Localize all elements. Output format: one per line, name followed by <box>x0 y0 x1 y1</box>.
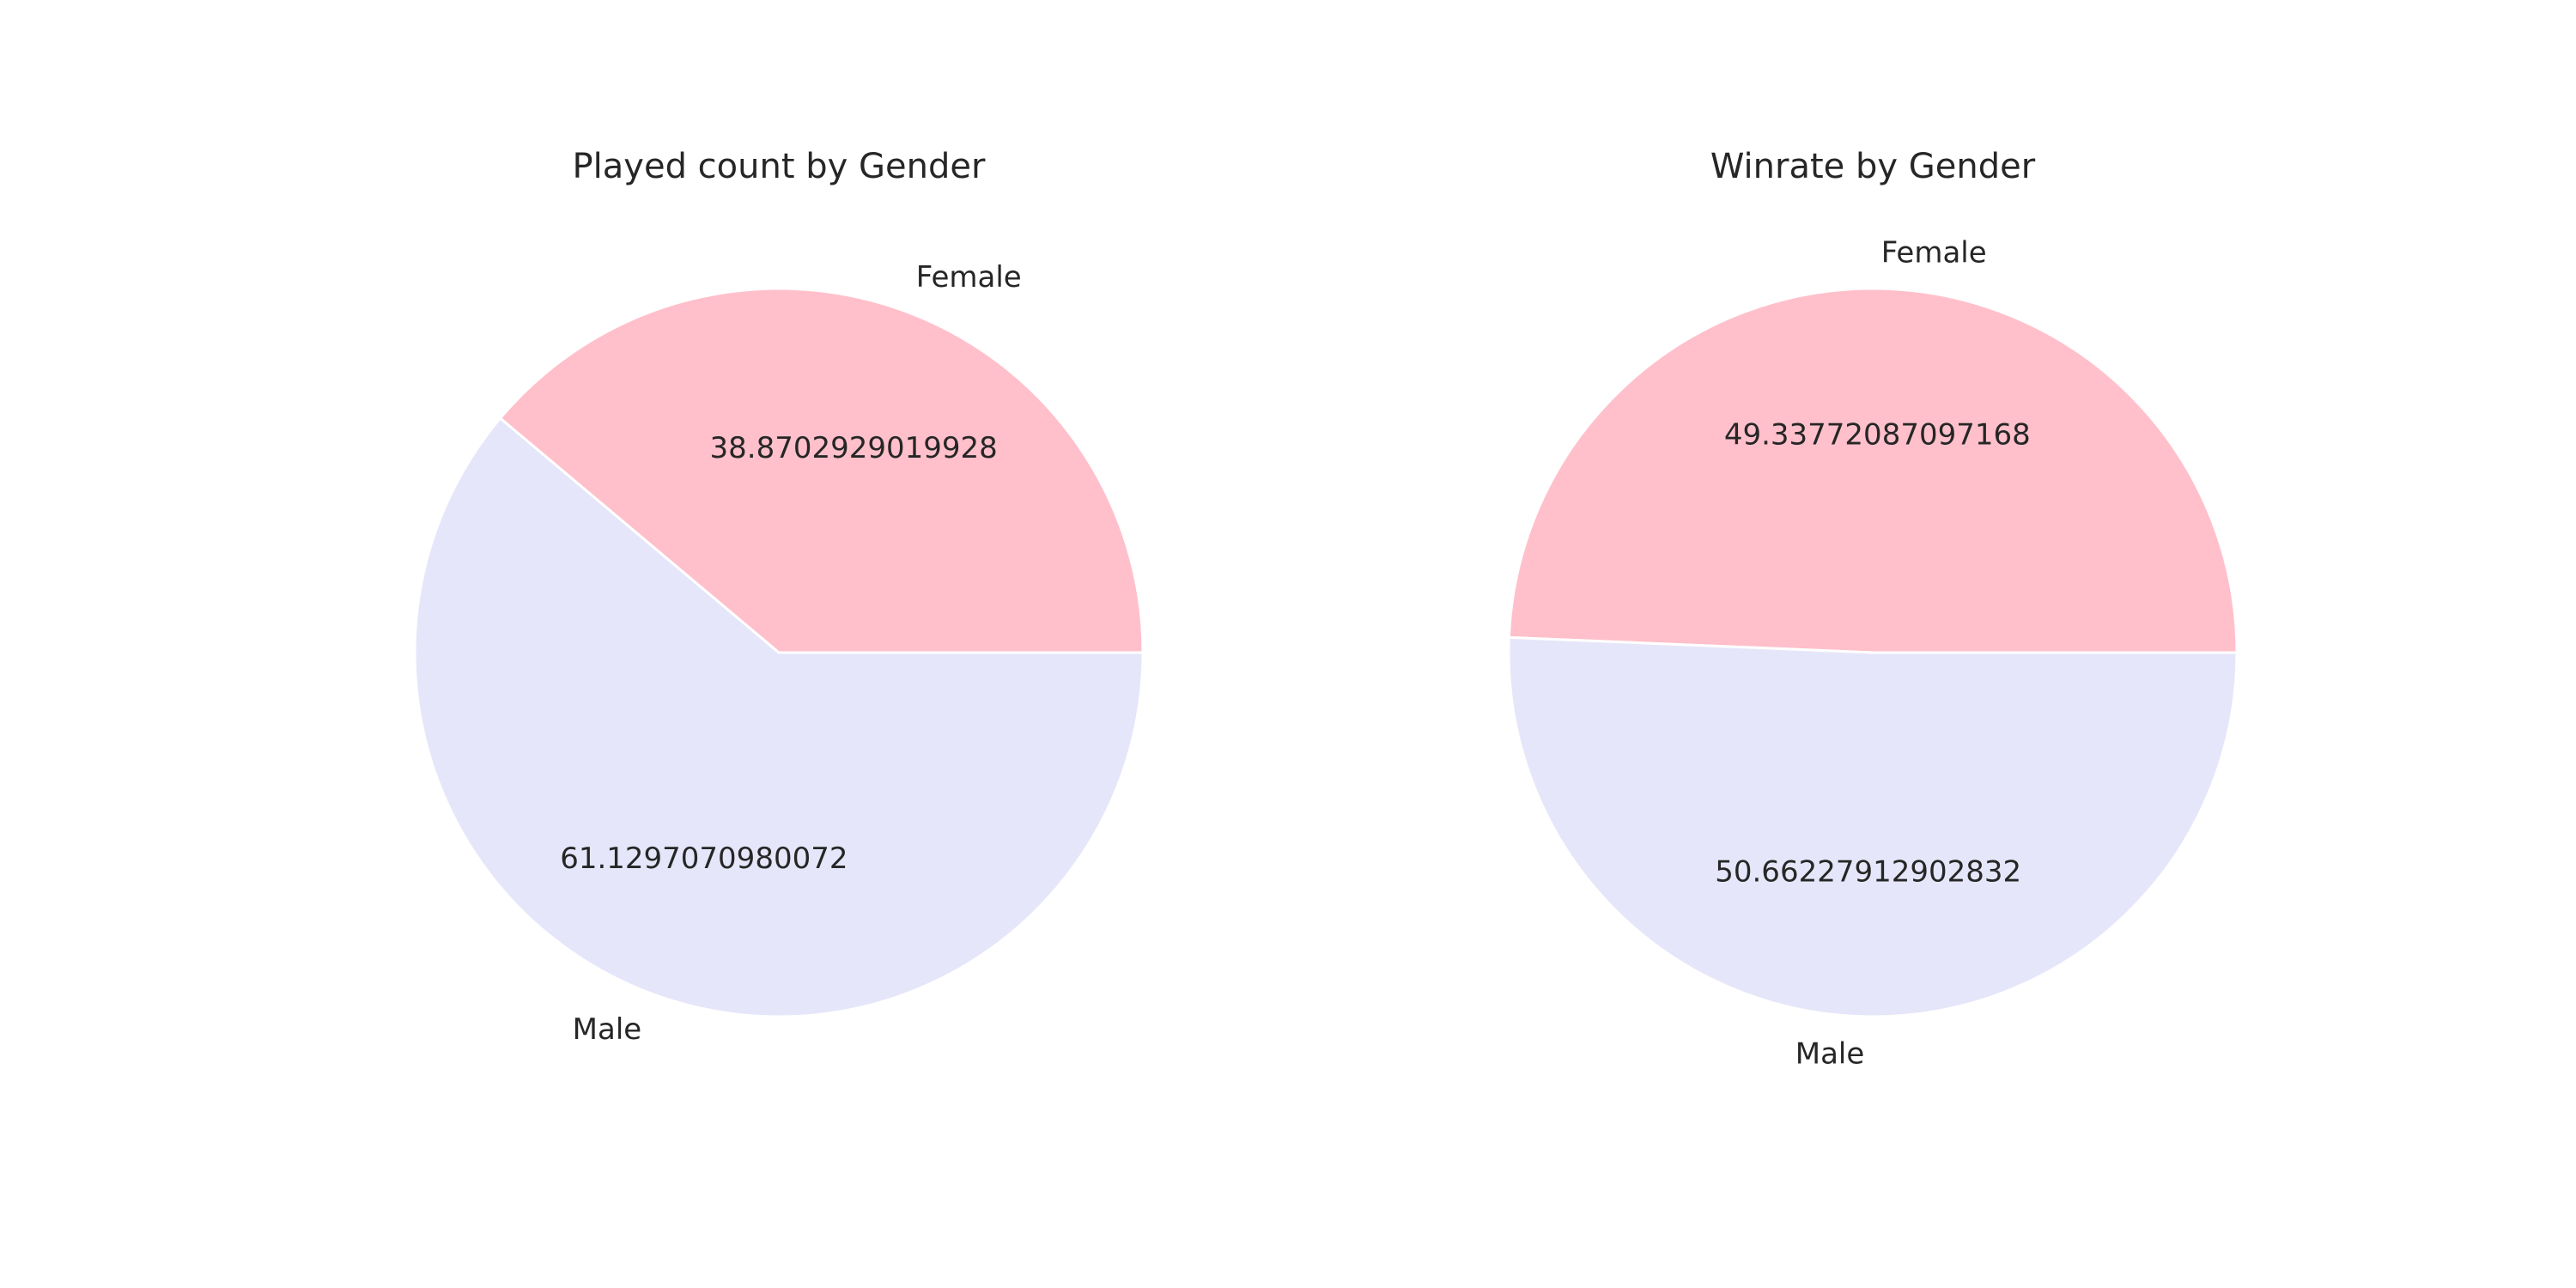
value-label-male: 50.66227912902832 <box>1715 854 2021 889</box>
slice-label-female: Female <box>916 260 1022 295</box>
value-label-female: 49.33772087097168 <box>1724 418 2031 453</box>
pie-slices <box>1507 287 2239 1018</box>
pie-slice-male <box>413 416 1145 1018</box>
pie-slice-male <box>1507 635 2239 1018</box>
chart-title: Winrate by Gender <box>1710 147 2036 186</box>
slice-label-female: Female <box>1881 236 1987 270</box>
pie-chart-winrate: Winrate by Gender Female Male 49.3377208… <box>1507 147 2239 1071</box>
value-label-male: 61.1297070980072 <box>560 841 848 876</box>
pie-slice-female <box>1507 287 2239 654</box>
pie-slices <box>413 287 1145 1018</box>
pie-chart-played-count: Played count by Gender Female Male 38.87… <box>413 147 1145 1047</box>
chart-title: Played count by Gender <box>573 147 986 186</box>
slice-label-male: Male <box>1795 1036 1865 1071</box>
pie-slice-female <box>499 287 1145 654</box>
slice-label-male: Male <box>573 1012 642 1047</box>
value-label-female: 38.8702929019928 <box>710 431 998 465</box>
